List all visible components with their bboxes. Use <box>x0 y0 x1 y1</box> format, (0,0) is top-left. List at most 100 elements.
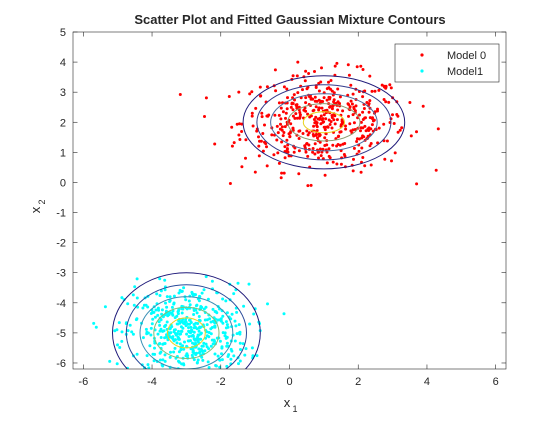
data-point <box>358 113 361 117</box>
data-point <box>225 364 229 368</box>
data-point <box>151 317 155 321</box>
data-point <box>267 113 271 117</box>
data-point <box>327 118 331 122</box>
data-point <box>223 334 227 338</box>
data-point <box>275 138 279 142</box>
data-point <box>187 335 191 338</box>
data-point <box>225 335 229 339</box>
data-point <box>190 334 194 338</box>
data-point <box>225 341 229 345</box>
data-point <box>382 122 386 126</box>
data-point <box>363 116 367 120</box>
data-point <box>295 74 299 78</box>
data-point <box>396 130 400 134</box>
data-point <box>408 101 412 104</box>
data-point <box>235 332 239 336</box>
data-point <box>148 344 152 348</box>
legend[interactable]: Model 0 Model1 <box>394 43 500 83</box>
data-point <box>149 312 153 315</box>
data-point <box>212 338 216 342</box>
data-point <box>120 296 124 300</box>
data-point <box>321 120 325 124</box>
data-point <box>135 277 139 281</box>
data-point <box>196 358 200 362</box>
data-point <box>190 290 194 294</box>
data-point <box>213 324 217 328</box>
data-point <box>206 297 210 301</box>
data-point <box>279 122 282 126</box>
data-point <box>335 162 339 166</box>
data-point <box>232 292 236 296</box>
data-point <box>128 323 132 327</box>
data-point <box>306 184 310 188</box>
data-point <box>349 99 353 103</box>
data-point <box>320 106 324 110</box>
data-point <box>361 126 365 130</box>
data-point <box>385 139 389 143</box>
data-point <box>320 66 323 70</box>
data-point <box>296 91 300 95</box>
data-point <box>251 354 255 358</box>
x-tick-label: -2 <box>216 376 226 388</box>
data-point <box>244 156 247 160</box>
data-point <box>213 142 217 146</box>
y-tick-label: 1 <box>60 147 66 159</box>
data-point <box>255 354 259 358</box>
legend-item-model-0[interactable]: Model 0 <box>420 50 486 62</box>
data-point <box>209 332 213 336</box>
data-point <box>313 95 317 99</box>
data-point <box>232 354 236 358</box>
data-point <box>192 313 196 316</box>
data-point <box>286 143 290 147</box>
data-point <box>309 96 313 100</box>
contour-line <box>256 84 392 161</box>
data-point <box>363 124 367 128</box>
data-point <box>355 140 359 143</box>
data-point <box>163 353 167 357</box>
data-point <box>329 79 333 82</box>
data-point <box>165 305 169 309</box>
y-tick-label: -5 <box>56 328 66 340</box>
y-tick-label: 0 <box>60 177 66 189</box>
data-point <box>180 311 184 315</box>
data-point <box>355 65 359 69</box>
data-point <box>263 123 266 127</box>
data-point <box>327 95 331 99</box>
data-point <box>250 114 254 118</box>
data-point <box>204 342 208 346</box>
data-point <box>279 106 283 110</box>
data-point <box>146 363 150 367</box>
data-point <box>163 359 167 363</box>
data-point <box>213 352 217 356</box>
data-point <box>158 358 162 362</box>
data-point <box>178 93 182 96</box>
data-point <box>364 129 368 133</box>
legend-item-model1[interactable]: Model1 <box>420 66 483 78</box>
data-point <box>335 61 339 65</box>
data-point <box>156 306 160 310</box>
data-point <box>277 113 281 117</box>
data-point <box>313 70 316 73</box>
data-point <box>275 124 279 128</box>
data-point <box>351 113 355 117</box>
data-point <box>380 83 384 87</box>
data-point <box>189 321 193 324</box>
data-point <box>131 332 135 336</box>
data-point <box>172 302 176 306</box>
data-point <box>259 94 263 98</box>
contour-line <box>302 111 345 134</box>
data-point <box>323 136 327 140</box>
data-point <box>322 113 326 117</box>
data-point <box>250 346 254 350</box>
data-point <box>196 340 200 344</box>
y-axis-label-main: x <box>28 206 43 213</box>
data-point <box>188 318 191 322</box>
data-point <box>239 348 242 351</box>
data-point <box>329 87 332 91</box>
data-point <box>315 129 319 132</box>
data-point <box>324 117 328 121</box>
data-point <box>185 332 189 336</box>
data-point <box>210 279 214 283</box>
data-point <box>355 137 359 141</box>
data-point <box>235 310 239 314</box>
